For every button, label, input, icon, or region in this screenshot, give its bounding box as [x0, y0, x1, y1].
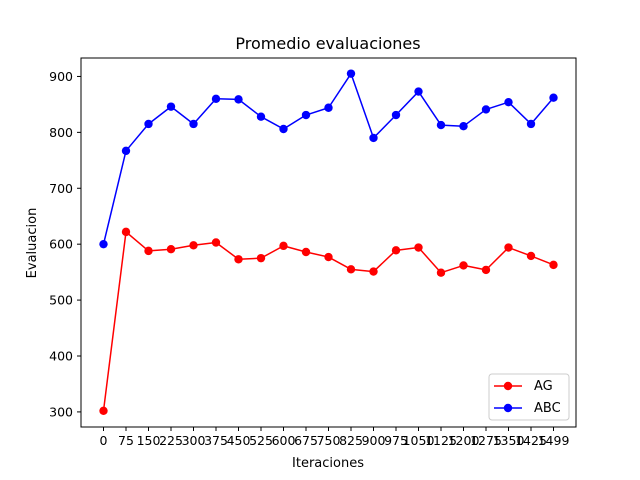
x-tick-label-14: 1050: [403, 433, 435, 448]
legend-label-abc: ABC: [534, 401, 561, 416]
x-tick-label-18: 1350: [493, 433, 525, 448]
data-point-abc-1: [121, 146, 131, 156]
x-tick-label-6: 450: [227, 433, 251, 448]
data-point-ag-6: [234, 255, 243, 264]
legend-marker-ag: [503, 381, 513, 391]
data-point-ag-8: [279, 241, 288, 251]
legend: AG ABC: [488, 373, 570, 421]
x-tick-label-13: 975: [384, 433, 408, 448]
y-tick-label-2: 500: [49, 293, 73, 308]
chart-title: Promedio evaluaciones: [235, 34, 420, 53]
x-tick-label-20: 1499: [538, 433, 570, 448]
data-point-ag-7: [256, 253, 266, 263]
x-tick-label-17: 1275: [470, 433, 502, 448]
data-point-abc-4: [189, 119, 198, 129]
data-point-abc-16: [459, 122, 468, 131]
data-point-ag-11: [346, 265, 356, 274]
y-tick-label-0: 300: [49, 404, 73, 419]
data-point-abc-20: [549, 93, 558, 102]
data-point-ag-3: [166, 245, 176, 254]
x-tick-label-4: 300: [182, 433, 206, 448]
data-point-abc-10: [324, 103, 333, 112]
data-point-abc-13: [391, 110, 401, 120]
x-tick-label-16: 1200: [448, 433, 480, 448]
data-point-ag-14: [414, 243, 423, 252]
data-point-ag-20: [549, 260, 558, 270]
data-point-ag-13: [391, 246, 401, 255]
data-point-ag-12: [369, 267, 378, 276]
data-point-abc-7: [256, 112, 266, 121]
data-point-ag-1: [121, 227, 131, 237]
x-axis: 0 75 1502253003754505256006757508259009751…: [100, 427, 570, 448]
data-point-abc-6: [234, 95, 243, 104]
series-layer: [99, 69, 558, 415]
data-point-ag-15: [436, 268, 446, 277]
data-point-ag-19: [526, 251, 536, 261]
data-point-ag-17: [481, 265, 491, 275]
y-axis: 300 400 500 600 700 800 900: [49, 69, 81, 419]
data-point-abc-19: [526, 119, 536, 129]
x-tick-label-15: 1125: [425, 433, 457, 448]
data-point-abc-11: [346, 69, 356, 78]
x-tick-label-5: 375: [204, 433, 228, 448]
y-tick-label-6: 900: [49, 69, 73, 84]
y-tick-label-4: 700: [49, 181, 73, 196]
data-point-abc-12: [369, 133, 378, 143]
x-tick-label-0: 0: [100, 433, 108, 448]
x-tick-label-2: 150: [137, 433, 161, 448]
data-point-ag-9: [301, 247, 311, 257]
y-tick-label-1: 400: [49, 348, 73, 363]
x-tick-label-8: 600: [272, 433, 296, 448]
x-axis-label: Iteraciones: [292, 456, 364, 471]
data-point-abc-5: [211, 94, 221, 104]
data-point-ag-0: [99, 406, 108, 415]
data-point-abc-18: [504, 97, 513, 107]
x-tick-label-19: 1425: [515, 433, 547, 448]
data-point-ag-2: [144, 246, 153, 256]
data-point-abc-15: [436, 120, 446, 130]
x-tick-label-3: 225: [159, 433, 183, 448]
data-point-ag-5: [211, 238, 221, 247]
data-point-abc-14: [414, 87, 423, 96]
legend-label-ag: AG: [534, 379, 553, 394]
x-tick-label-1: 75: [118, 433, 134, 448]
data-point-ag-16: [459, 261, 468, 270]
x-tick-label-12: 900: [362, 433, 386, 448]
data-point-abc-0: [99, 239, 108, 249]
data-point-abc-9: [301, 110, 311, 120]
y-tick-label-5: 800: [49, 125, 73, 140]
y-axis-label: Evaluacion: [25, 208, 40, 279]
data-point-abc-8: [279, 124, 288, 134]
y-tick-label-3: 600: [49, 237, 73, 252]
x-tick-label-11: 825: [339, 433, 363, 448]
data-point-abc-17: [481, 105, 491, 114]
data-point-abc-3: [166, 102, 176, 111]
data-point-ag-10: [324, 252, 333, 262]
x-tick-label-9: 675: [294, 433, 318, 448]
data-point-ag-4: [189, 241, 198, 250]
x-tick-label-10: 750: [317, 433, 341, 448]
x-tick-label-7: 525: [249, 433, 273, 448]
data-point-abc-2: [144, 119, 153, 129]
legend-marker-abc: [503, 403, 513, 413]
data-point-ag-18: [504, 243, 513, 252]
